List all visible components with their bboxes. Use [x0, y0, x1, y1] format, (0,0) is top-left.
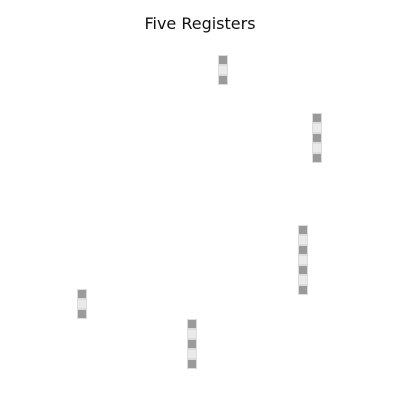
register-3-cell-2 [298, 235, 308, 245]
register-3-cell-7 [298, 285, 308, 295]
register-3-cell-4 [298, 255, 308, 265]
register-3-cell-5 [298, 265, 308, 275]
register-5-cell-3 [187, 339, 197, 349]
register-2 [312, 113, 322, 163]
register-2-cell-1 [312, 113, 322, 123]
register-5-cell-1 [187, 319, 197, 329]
register-4-cell-2 [77, 299, 87, 309]
register-3-cell-1 [298, 225, 308, 235]
register-3 [298, 225, 308, 295]
register-5 [187, 319, 197, 369]
register-4-cell-1 [77, 289, 87, 299]
register-1 [218, 55, 228, 85]
diagram-title: Five Registers [144, 14, 256, 33]
register-1-cell-1 [218, 55, 228, 65]
register-2-cell-5 [312, 153, 322, 163]
register-5-cell-5 [187, 359, 197, 369]
register-1-cell-3 [218, 75, 228, 85]
register-2-cell-3 [312, 133, 322, 143]
register-3-cell-6 [298, 275, 308, 285]
register-5-cell-2 [187, 329, 197, 339]
register-4 [77, 289, 87, 319]
register-4-cell-3 [77, 309, 87, 319]
register-5-cell-4 [187, 349, 197, 359]
register-2-cell-2 [312, 123, 322, 133]
register-3-cell-3 [298, 245, 308, 255]
register-2-cell-4 [312, 143, 322, 153]
register-1-cell-2 [218, 65, 228, 75]
